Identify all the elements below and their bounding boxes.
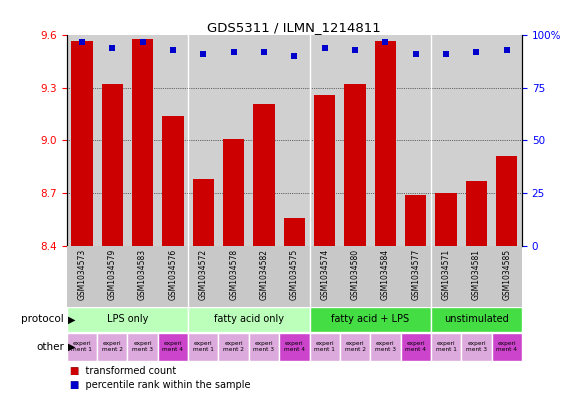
Text: experi
ment 4: experi ment 4 [162, 342, 183, 352]
Text: GSM1034572: GSM1034572 [199, 249, 208, 300]
Bar [436, 193, 456, 246]
Bar [345, 84, 365, 246]
Text: GSM1034575: GSM1034575 [290, 249, 299, 300]
Text: GSM1034585: GSM1034585 [502, 249, 512, 300]
Bar [193, 179, 214, 246]
Text: experi
ment 2: experi ment 2 [102, 342, 123, 352]
Bar [188, 307, 310, 332]
Bar [310, 307, 431, 332]
Text: LPS only: LPS only [107, 314, 148, 324]
Title: GDS5311 / ILMN_1214811: GDS5311 / ILMN_1214811 [208, 21, 381, 34]
Text: fatty acid only: fatty acid only [214, 314, 284, 324]
Bar [314, 95, 335, 246]
Point [108, 45, 117, 51]
Text: GSM1034583: GSM1034583 [138, 249, 147, 300]
Bar [67, 307, 188, 332]
Text: experi
ment 3: experi ment 3 [375, 342, 396, 352]
Text: GSM1034580: GSM1034580 [350, 249, 360, 300]
Bar [492, 332, 522, 361]
Point [502, 47, 512, 53]
Bar [466, 181, 487, 246]
Text: GSM1034577: GSM1034577 [411, 249, 420, 300]
Text: experi
ment 2: experi ment 2 [345, 342, 365, 352]
Text: experi
ment 3: experi ment 3 [253, 342, 274, 352]
Text: protocol: protocol [21, 314, 64, 324]
Text: ■: ■ [70, 380, 79, 390]
Text: ■  transformed count: ■ transformed count [70, 366, 176, 376]
Bar [375, 40, 396, 246]
Point [77, 39, 86, 45]
Point [472, 49, 481, 55]
Bar [71, 40, 92, 246]
Text: GSM1034576: GSM1034576 [168, 249, 177, 300]
Text: ■  percentile rank within the sample: ■ percentile rank within the sample [70, 380, 250, 390]
Text: GSM1034578: GSM1034578 [229, 249, 238, 300]
Bar [496, 156, 517, 246]
Point [259, 49, 269, 55]
Text: ▶: ▶ [68, 342, 75, 352]
Text: ▶: ▶ [68, 314, 75, 324]
Point [350, 47, 360, 53]
Point [138, 39, 147, 45]
Bar [279, 332, 310, 361]
Text: experi
ment 1: experi ment 1 [193, 342, 213, 352]
Bar [253, 104, 274, 246]
Text: unstimulated: unstimulated [444, 314, 509, 324]
Text: experi
ment 4: experi ment 4 [284, 342, 305, 352]
Bar [310, 332, 340, 361]
Text: GSM1034584: GSM1034584 [381, 249, 390, 300]
Text: experi
ment 2: experi ment 2 [223, 342, 244, 352]
Text: experi
ment 4: experi ment 4 [405, 342, 426, 352]
Point [198, 51, 208, 57]
Point [411, 51, 420, 57]
Bar [370, 332, 401, 361]
Bar [102, 84, 123, 246]
Point [229, 49, 238, 55]
Bar [188, 332, 219, 361]
Bar [67, 332, 97, 361]
Bar [223, 139, 244, 246]
Bar [431, 332, 461, 361]
Bar [249, 332, 279, 361]
Bar [128, 332, 158, 361]
Bar [401, 332, 431, 361]
Text: experi
ment 1: experi ment 1 [71, 342, 92, 352]
Text: ■: ■ [70, 366, 79, 376]
Text: experi
ment 3: experi ment 3 [132, 342, 153, 352]
Text: GSM1034571: GSM1034571 [441, 249, 451, 300]
Text: GSM1034582: GSM1034582 [259, 249, 269, 300]
Text: GSM1034573: GSM1034573 [77, 249, 86, 300]
Text: experi
ment 4: experi ment 4 [496, 342, 517, 352]
Bar [97, 332, 128, 361]
Point [441, 51, 451, 57]
Bar [461, 332, 492, 361]
Point [168, 47, 177, 53]
Text: GSM1034579: GSM1034579 [108, 249, 117, 300]
Point [290, 53, 299, 59]
Point [380, 39, 390, 45]
Bar [405, 195, 426, 246]
Bar [162, 116, 183, 246]
Text: experi
ment 1: experi ment 1 [436, 342, 456, 352]
Text: experi
ment 3: experi ment 3 [466, 342, 487, 352]
Bar [431, 307, 522, 332]
Text: fatty acid + LPS: fatty acid + LPS [331, 314, 409, 324]
Text: experi
ment 1: experi ment 1 [314, 342, 335, 352]
Bar [132, 39, 153, 246]
Text: GSM1034581: GSM1034581 [472, 249, 481, 300]
Bar [340, 332, 370, 361]
Bar [219, 332, 249, 361]
Text: other: other [36, 342, 64, 352]
Text: GSM1034574: GSM1034574 [320, 249, 329, 300]
Bar [158, 332, 188, 361]
Bar [284, 218, 305, 246]
Point [320, 45, 329, 51]
